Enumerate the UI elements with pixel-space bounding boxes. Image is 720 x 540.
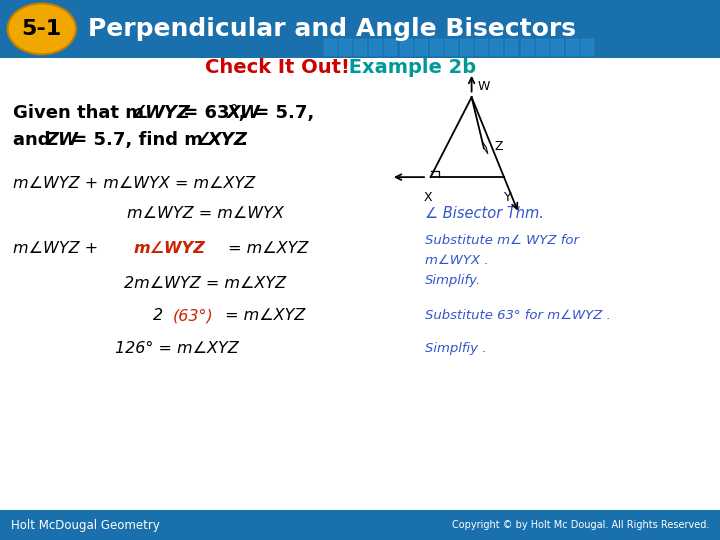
Bar: [490, 51, 503, 56]
Text: Simplify.: Simplify.: [425, 274, 481, 287]
Bar: [339, 51, 352, 56]
Bar: [581, 51, 594, 56]
Bar: [460, 51, 473, 56]
Bar: [445, 51, 458, 56]
Bar: [536, 45, 549, 50]
Bar: [384, 51, 397, 56]
Bar: [551, 51, 564, 56]
Bar: [0, 510, 720, 540]
Bar: [400, 38, 413, 44]
Bar: [475, 51, 488, 56]
Text: ZW: ZW: [45, 131, 78, 150]
Text: Y: Y: [504, 191, 511, 204]
Text: Check It Out!: Check It Out!: [205, 58, 350, 77]
Bar: [430, 38, 443, 44]
Bar: [505, 45, 518, 50]
Bar: [324, 45, 337, 50]
Text: Substitute m∠ WYZ for: Substitute m∠ WYZ for: [425, 234, 579, 247]
Bar: [339, 45, 352, 50]
Text: m∠WYZ +: m∠WYZ +: [13, 241, 103, 256]
Bar: [324, 51, 337, 56]
Text: 126° = m∠XYZ: 126° = m∠XYZ: [114, 341, 238, 356]
Text: 2: 2: [153, 308, 163, 323]
Text: = m∠XYZ: = m∠XYZ: [223, 241, 309, 256]
Text: .: .: [240, 131, 248, 150]
Bar: [415, 45, 428, 50]
Text: and: and: [13, 131, 57, 150]
Bar: [521, 51, 534, 56]
Text: ∠: ∠: [132, 104, 148, 123]
Bar: [324, 38, 337, 44]
Text: Copyright © by Holt Mc Dougal. All Rights Reserved.: Copyright © by Holt Mc Dougal. All Right…: [452, 520, 709, 530]
Text: m∠WYZ = m∠WYX: m∠WYZ = m∠WYX: [127, 206, 284, 221]
Bar: [566, 45, 579, 50]
Bar: [354, 38, 367, 44]
Bar: [400, 51, 413, 56]
Bar: [475, 38, 488, 44]
Text: Z: Z: [495, 140, 503, 153]
Bar: [490, 38, 503, 44]
Bar: [581, 38, 594, 44]
Bar: [505, 38, 518, 44]
Text: Example 2b: Example 2b: [342, 58, 476, 77]
Bar: [581, 45, 594, 50]
Bar: [384, 45, 397, 50]
Bar: [521, 38, 534, 44]
Bar: [339, 38, 352, 44]
Bar: [445, 45, 458, 50]
Text: ∠: ∠: [196, 131, 212, 150]
Polygon shape: [482, 141, 488, 154]
Bar: [566, 51, 579, 56]
Text: WYZ: WYZ: [144, 104, 190, 123]
Text: Substitute 63° for m∠WYZ .: Substitute 63° for m∠WYZ .: [425, 309, 611, 322]
Text: 2m∠WYZ = m∠XYZ: 2m∠WYZ = m∠XYZ: [124, 276, 287, 291]
Text: m∠WYZ + m∠WYX = m∠XYZ: m∠WYZ + m∠WYX = m∠XYZ: [13, 176, 255, 191]
Bar: [354, 51, 367, 56]
Text: = 5.7, find m: = 5.7, find m: [66, 131, 203, 150]
Bar: [384, 38, 397, 44]
Bar: [354, 45, 367, 50]
Bar: [460, 38, 473, 44]
Bar: [0, 0, 720, 58]
Text: Perpendicular and Angle Bisectors: Perpendicular and Angle Bisectors: [88, 17, 576, 41]
Text: XYZ: XYZ: [208, 131, 248, 150]
Bar: [536, 51, 549, 56]
Bar: [551, 38, 564, 44]
Text: (63°): (63°): [173, 308, 214, 323]
Bar: [475, 45, 488, 50]
Text: = 5.7,: = 5.7,: [248, 104, 315, 123]
Bar: [430, 51, 443, 56]
Bar: [369, 45, 382, 50]
Bar: [460, 45, 473, 50]
Bar: [521, 45, 534, 50]
Text: = m∠XYZ: = m∠XYZ: [220, 308, 305, 323]
Text: W: W: [477, 80, 490, 93]
Bar: [415, 38, 428, 44]
Text: X: X: [424, 191, 433, 204]
Bar: [490, 45, 503, 50]
Bar: [369, 51, 382, 56]
Bar: [415, 51, 428, 56]
Bar: [430, 45, 443, 50]
Bar: [566, 38, 579, 44]
Text: Given that m: Given that m: [13, 104, 144, 123]
Text: Holt McDougal Geometry: Holt McDougal Geometry: [11, 518, 160, 532]
Bar: [445, 38, 458, 44]
Bar: [400, 45, 413, 50]
Text: 5-1: 5-1: [22, 19, 62, 39]
Bar: [505, 51, 518, 56]
Text: ∠ Bisector Thm.: ∠ Bisector Thm.: [425, 206, 544, 221]
Bar: [536, 38, 549, 44]
Text: XW: XW: [227, 104, 261, 123]
Bar: [369, 38, 382, 44]
Text: Simplfiy .: Simplfiy .: [425, 342, 486, 355]
Ellipse shape: [8, 3, 76, 55]
Bar: [551, 45, 564, 50]
Text: m∠WYX .: m∠WYX .: [425, 254, 488, 267]
Text: = 63°,: = 63°,: [177, 104, 246, 123]
Text: m∠WYZ: m∠WYZ: [133, 241, 205, 256]
